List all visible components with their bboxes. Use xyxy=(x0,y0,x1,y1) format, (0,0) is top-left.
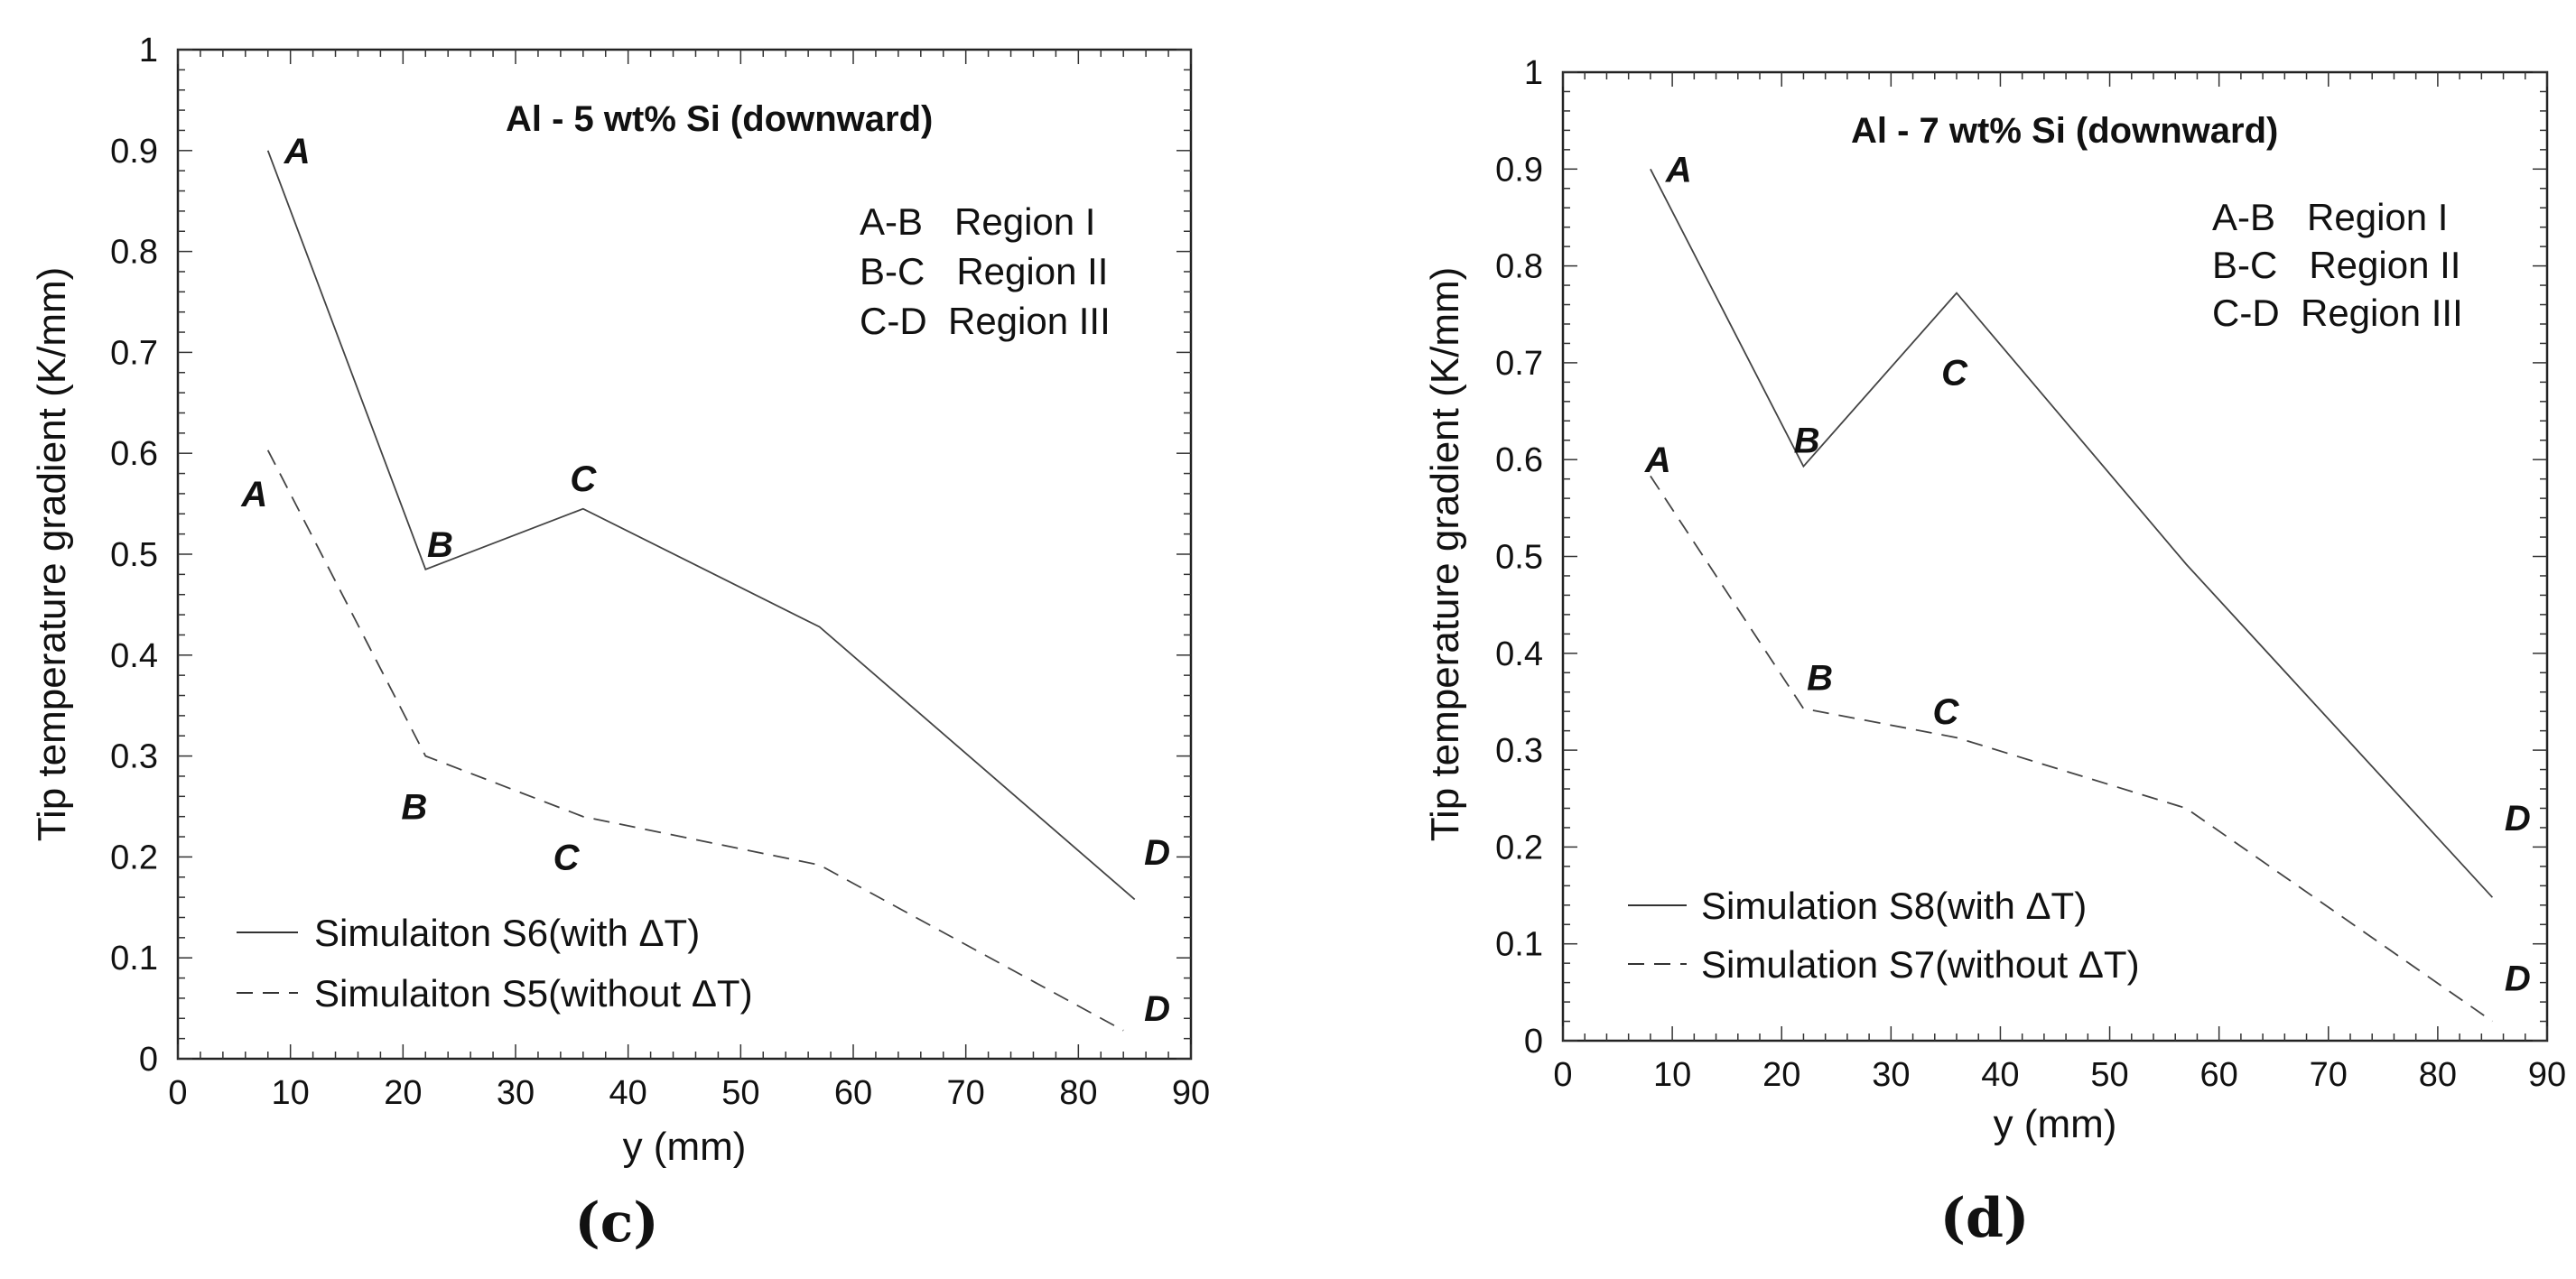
panel-label: (c) xyxy=(574,1191,658,1255)
x-tick-label: 90 xyxy=(1172,1074,1210,1112)
x-tick-label: 50 xyxy=(2090,1056,2128,1094)
chart-title: Al - 5 wt% Si (downward) xyxy=(506,99,933,139)
legend-label: Simulaiton S5(without ΔT) xyxy=(314,972,753,1015)
y-tick-label: 0.6 xyxy=(110,435,158,473)
point-label: A xyxy=(240,475,267,514)
y-tick-label: 0.8 xyxy=(110,234,158,272)
chart-panel-d: 0 10 20 30 40 50 60 70 80 90 00.10.20.30.40.50.60… xyxy=(1423,54,2566,1250)
point-label: B xyxy=(427,525,453,565)
chart-panel-c: 0 10 20 30 40 50 60 70 80 90 00.10.20.30.40.50.60… xyxy=(30,32,1210,1255)
point-label: A xyxy=(1644,440,1671,480)
region-label: B-C Region II xyxy=(2212,244,2460,286)
region-label: B-C Region II xyxy=(860,250,1108,292)
series-lines xyxy=(1650,168,2494,1023)
y-tick-label: 0.9 xyxy=(110,133,158,171)
series-lines xyxy=(266,150,1136,1032)
point-label: B xyxy=(401,788,427,828)
y-tick-label: 0 xyxy=(139,1041,158,1079)
point-label: A xyxy=(1665,150,1692,190)
y-tick-label: 0.5 xyxy=(110,536,158,574)
point-label: B xyxy=(1807,659,1833,699)
y-axis-label: Tip temperature gradient (K/mm) xyxy=(30,267,74,842)
y-tick-label: 1 xyxy=(139,32,158,70)
tick-marks xyxy=(1562,71,2548,1042)
y-tick-label: 0.2 xyxy=(1495,829,1543,867)
point-label: D xyxy=(2505,959,2531,998)
x-tick-label: 50 xyxy=(721,1074,759,1112)
point-label: C xyxy=(1932,692,1959,732)
x-tick-label: 10 xyxy=(272,1074,310,1112)
x-tick-label: 30 xyxy=(1872,1056,1910,1094)
x-tick-label: 20 xyxy=(384,1074,422,1112)
point-label: C xyxy=(1941,354,1968,394)
legend-label: Simulation S8(with ΔT) xyxy=(1701,885,2087,927)
series-line-dashed xyxy=(1650,475,2493,1023)
y-tick-label: 0.3 xyxy=(110,738,158,776)
point-label: D xyxy=(1144,989,1170,1029)
x-tick-label: 70 xyxy=(2310,1056,2348,1094)
series-legend: Simulaiton S6(with ΔT) Simulaiton S5(wit… xyxy=(237,912,753,1015)
y-tick-labels: 0 0.1 0.2 0.3 0.4 0.5 0.6 0.7 0.8 0.9 1 xyxy=(1495,54,1543,1061)
x-tick-labels: 0 10 20 30 40 50 60 70 80 90 xyxy=(1553,1056,2566,1094)
point-label: D xyxy=(2505,799,2531,839)
y-tick-label: 0.9 xyxy=(1495,151,1543,189)
x-tick-label: 0 xyxy=(1553,1056,1572,1094)
x-tick-label: 40 xyxy=(609,1074,647,1112)
y-tick-label: 0.4 xyxy=(110,637,158,675)
tick-marks xyxy=(177,49,1192,1060)
point-annotations: A B C D A B C D xyxy=(1644,150,2531,998)
region-legend: A-B Region I B-C Region II C-D Region II… xyxy=(2212,196,2463,334)
region-label: C-D Region III xyxy=(2212,292,2463,334)
region-legend: A-B Region I B-C Region II C-D Region II… xyxy=(860,200,1111,342)
series-line-dashed xyxy=(266,450,1124,1032)
x-tick-label: 20 xyxy=(1762,1056,1800,1094)
y-tick-label: 0.1 xyxy=(1495,926,1543,964)
x-tick-label: 40 xyxy=(1981,1056,2019,1094)
point-label: C xyxy=(553,838,581,877)
x-axis-label: y (mm) xyxy=(623,1125,747,1169)
x-tick-label: 90 xyxy=(2528,1056,2566,1094)
x-tick-label: 70 xyxy=(947,1074,985,1112)
x-tick-label: 30 xyxy=(497,1074,535,1112)
y-tick-labels: 0 0.1 0.2 0.3 0.4 0.5 0.6 0.7 0.8 0.9 1 xyxy=(110,32,158,1079)
x-tick-label: 80 xyxy=(1059,1074,1097,1112)
panel-label: (d) xyxy=(1940,1187,2030,1250)
y-tick-label: 0.4 xyxy=(1495,635,1543,673)
x-tick-labels: 0 10 20 30 40 50 60 70 80 90 xyxy=(168,1074,1210,1112)
point-label: A xyxy=(284,132,311,171)
region-label: A-B Region I xyxy=(860,200,1095,243)
point-label: B xyxy=(1794,422,1820,461)
x-tick-label: 80 xyxy=(2419,1056,2457,1094)
x-tick-label: 60 xyxy=(834,1074,872,1112)
legend-label: Simulation S7(without ΔT) xyxy=(1701,943,2140,986)
region-label: A-B Region I xyxy=(2212,196,2448,238)
x-tick-label: 10 xyxy=(1653,1056,1691,1094)
y-tick-label: 0 xyxy=(1524,1023,1543,1061)
y-tick-label: 0.5 xyxy=(1495,539,1543,577)
series-legend: Simulation S8(with ΔT) Simulation S7(wit… xyxy=(1628,885,2140,986)
legend-label: Simulaiton S6(with ΔT) xyxy=(314,912,700,954)
series-line-solid xyxy=(1650,168,2494,898)
x-tick-label: 0 xyxy=(168,1074,187,1112)
y-tick-label: 0.6 xyxy=(1495,441,1543,479)
point-label: D xyxy=(1144,833,1170,873)
region-label: C-D Region III xyxy=(860,300,1111,342)
series-line-solid xyxy=(266,150,1136,901)
chart-title: Al - 7 wt% Si (downward) xyxy=(1851,111,2278,151)
x-tick-label: 60 xyxy=(2200,1056,2238,1094)
y-tick-label: 0.3 xyxy=(1495,732,1543,770)
y-tick-label: 0.1 xyxy=(110,940,158,978)
y-tick-label: 0.8 xyxy=(1495,248,1543,286)
point-label: C xyxy=(570,459,597,499)
x-axis-label: y (mm) xyxy=(1994,1102,2117,1146)
point-annotations: A B C D A B C D xyxy=(240,132,1170,1029)
y-tick-label: 0.2 xyxy=(110,839,158,876)
y-tick-label: 1 xyxy=(1524,54,1543,92)
y-axis-label: Tip temperature gradient (K/mm) xyxy=(1423,267,1467,842)
y-tick-label: 0.7 xyxy=(1495,345,1543,383)
y-tick-label: 0.7 xyxy=(110,334,158,372)
